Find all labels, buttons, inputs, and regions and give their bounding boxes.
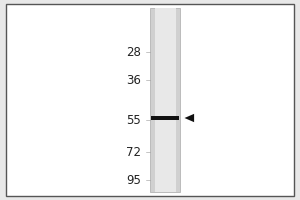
Text: 28: 28 (126, 46, 141, 58)
Text: 95: 95 (126, 173, 141, 186)
FancyBboxPatch shape (6, 4, 294, 196)
FancyBboxPatch shape (150, 8, 180, 192)
Text: 55: 55 (126, 114, 141, 127)
Text: 72: 72 (126, 146, 141, 158)
FancyBboxPatch shape (154, 8, 176, 192)
Polygon shape (184, 114, 194, 122)
FancyBboxPatch shape (151, 116, 179, 120)
Text: 36: 36 (126, 73, 141, 86)
